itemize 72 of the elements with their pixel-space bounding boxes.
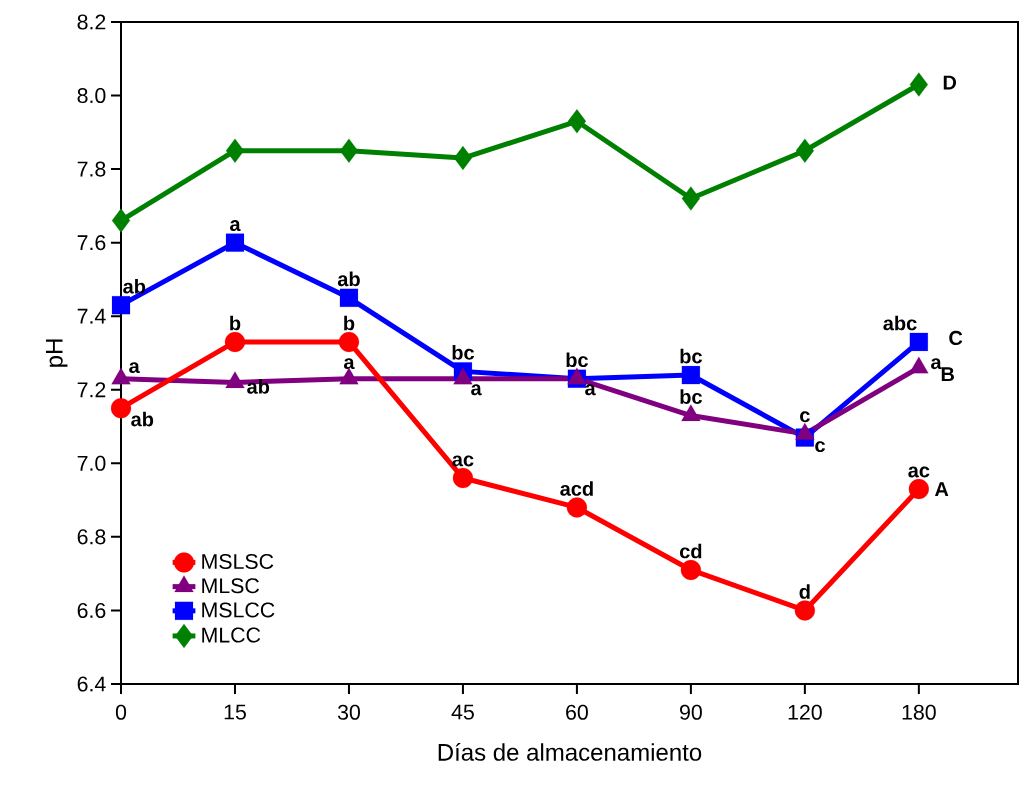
annotation: A: [934, 482, 949, 496]
x-tick-label: 15: [224, 704, 246, 720]
x-tick-label: 0: [115, 704, 127, 720]
annotation: ac: [908, 466, 930, 478]
x-tick-label: 60: [566, 704, 588, 720]
x-axis-title: Días de almacenamiento: [438, 742, 702, 761]
annotation: acd: [560, 481, 593, 496]
y-tick-label: 7.2: [77, 382, 106, 398]
point: [338, 331, 360, 353]
y-tick-label: 7.4: [77, 308, 106, 324]
annotation: b: [344, 315, 355, 331]
point: [681, 365, 700, 385]
annotation: C: [949, 330, 963, 346]
point: [110, 398, 132, 419]
x-tick-label: 90: [680, 704, 702, 720]
point: [225, 233, 245, 252]
annotation: bc: [566, 352, 588, 368]
annotation: bc: [452, 345, 475, 360]
y-tick-label: 8.0: [77, 87, 106, 104]
annotation: a: [343, 358, 355, 370]
point: [111, 296, 131, 315]
annotation: a: [471, 384, 482, 396]
annotation: a: [230, 220, 241, 232]
x-tick-label: 180: [902, 704, 936, 720]
annotation: D: [943, 75, 957, 90]
y-tick-label: 6.4: [77, 676, 106, 692]
point: [909, 72, 928, 97]
annotation: a: [931, 358, 942, 370]
y-tick-label: 8.2: [77, 14, 106, 30]
point: [566, 497, 587, 518]
point: [452, 467, 474, 489]
y-tick-label: 7.6: [77, 235, 106, 251]
point: [794, 600, 815, 621]
point: [111, 208, 131, 233]
point: [795, 138, 814, 163]
point: [909, 332, 928, 352]
point: [224, 331, 246, 353]
annotation: a: [585, 384, 596, 396]
y-axis-title: pH: [45, 339, 68, 367]
annotation: bc: [680, 389, 702, 404]
point: [453, 145, 473, 171]
point: [339, 138, 359, 163]
point: [225, 138, 245, 163]
annotation: ab: [123, 278, 146, 294]
annotation: ac: [452, 455, 474, 467]
annotation: cd: [680, 543, 702, 559]
annotation: bc: [680, 348, 702, 364]
x-tick-label: 120: [788, 704, 822, 720]
annotation: abc: [883, 315, 917, 331]
annotation: c: [800, 411, 810, 423]
y-tick-label: 7.8: [77, 161, 106, 177]
y-tick-label: 6.8: [77, 529, 106, 545]
y-tick-label: 7.0: [77, 455, 106, 471]
point: [567, 109, 586, 134]
annotation: c: [815, 441, 826, 453]
annotation: ab: [131, 411, 154, 427]
point: [908, 478, 929, 500]
annotation: a: [129, 362, 140, 374]
annotation: ab: [337, 271, 360, 287]
annotation: b: [230, 315, 241, 331]
legend-label: MSLCC: [202, 602, 275, 618]
annotation: d: [799, 584, 810, 599]
x-tick-label: 45: [451, 704, 474, 720]
point: [681, 186, 700, 211]
x-tick-label: 30: [337, 704, 360, 720]
legend-label: MLSC: [202, 578, 260, 594]
point: [680, 559, 701, 581]
annotation: B: [941, 367, 954, 382]
legend-label: MLCC: [202, 627, 261, 643]
y-tick-label: 6.6: [77, 602, 106, 618]
point: [339, 288, 359, 307]
legend-label: MSLSC: [202, 553, 274, 570]
